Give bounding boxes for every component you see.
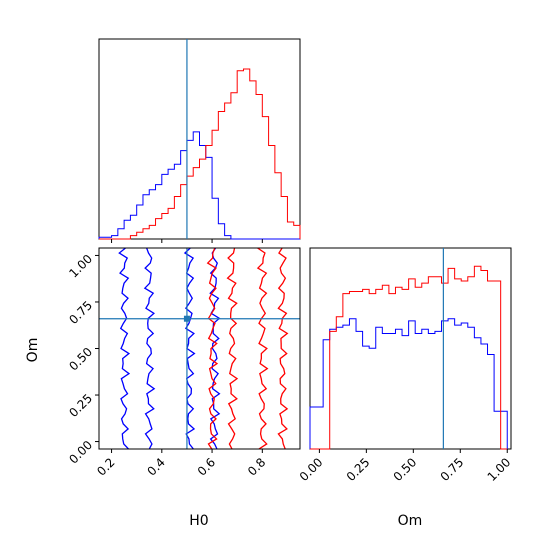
contour-y-tick-label-1: 0.25	[66, 391, 95, 420]
h0-marginal-frame	[98, 38, 301, 240]
contour-series-0-level-1-right	[209, 248, 221, 449]
om-x-tick-label-3: 0.75	[438, 455, 467, 484]
om-histogram-series-1	[310, 265, 508, 450]
contour-series-0-level-0-left	[143, 248, 156, 449]
contour-x-tick-label-2: 0.6	[195, 455, 218, 478]
om-x-tick-label-4: 1.00	[485, 455, 514, 484]
h0-histogram-series-1	[99, 68, 301, 240]
om-marginal-panel: 0.00 0.25 0.50 0.75 1.00 Om	[297, 247, 514, 529]
contour-series-0-level-1-left	[118, 248, 131, 449]
contour-x-tick-label-1: 0.4	[145, 455, 168, 478]
om-x-tick-label-1: 0.25	[344, 455, 373, 484]
h0-om-contour-panel: 0.2 0.4 0.6 0.8 0.00 0.25 0.50 0.75 1.00 H0 Om	[25, 247, 301, 529]
y-axis-label-om: Om	[25, 338, 41, 363]
x-axis-label-om: Om	[398, 513, 423, 529]
contour-series-1-level-0-right	[256, 248, 269, 449]
h0-histogram-series-0	[98, 131, 300, 240]
contour-y-tick-label-4: 1.00	[66, 252, 95, 281]
om-marginal-frame	[309, 247, 512, 450]
contour-y-tick-label-2: 0.50	[66, 345, 95, 374]
contour-series-1-level-1-right	[277, 248, 289, 449]
h0-marginal-panel	[98, 38, 301, 243]
om-x-tick-label-0: 0.00	[297, 455, 326, 484]
contour-y-tick-label-0: 0.00	[66, 438, 95, 467]
contour-frame	[98, 247, 301, 450]
contour-x-tick-label-0: 0.2	[94, 455, 117, 478]
contour-y-tick-label-3: 0.75	[66, 298, 95, 327]
contour-truth-marker	[183, 315, 190, 322]
contour-x-tick-label-3: 0.8	[245, 455, 268, 478]
om-x-tick-label-2: 0.50	[391, 455, 420, 484]
contour-series-0-level-0-right	[183, 248, 196, 449]
x-axis-label-h0: H0	[189, 513, 208, 529]
contour-series-1-level-0-left	[226, 248, 239, 449]
contour-series-1-level-1-left	[206, 248, 219, 449]
om-histogram-series-0	[309, 318, 508, 449]
